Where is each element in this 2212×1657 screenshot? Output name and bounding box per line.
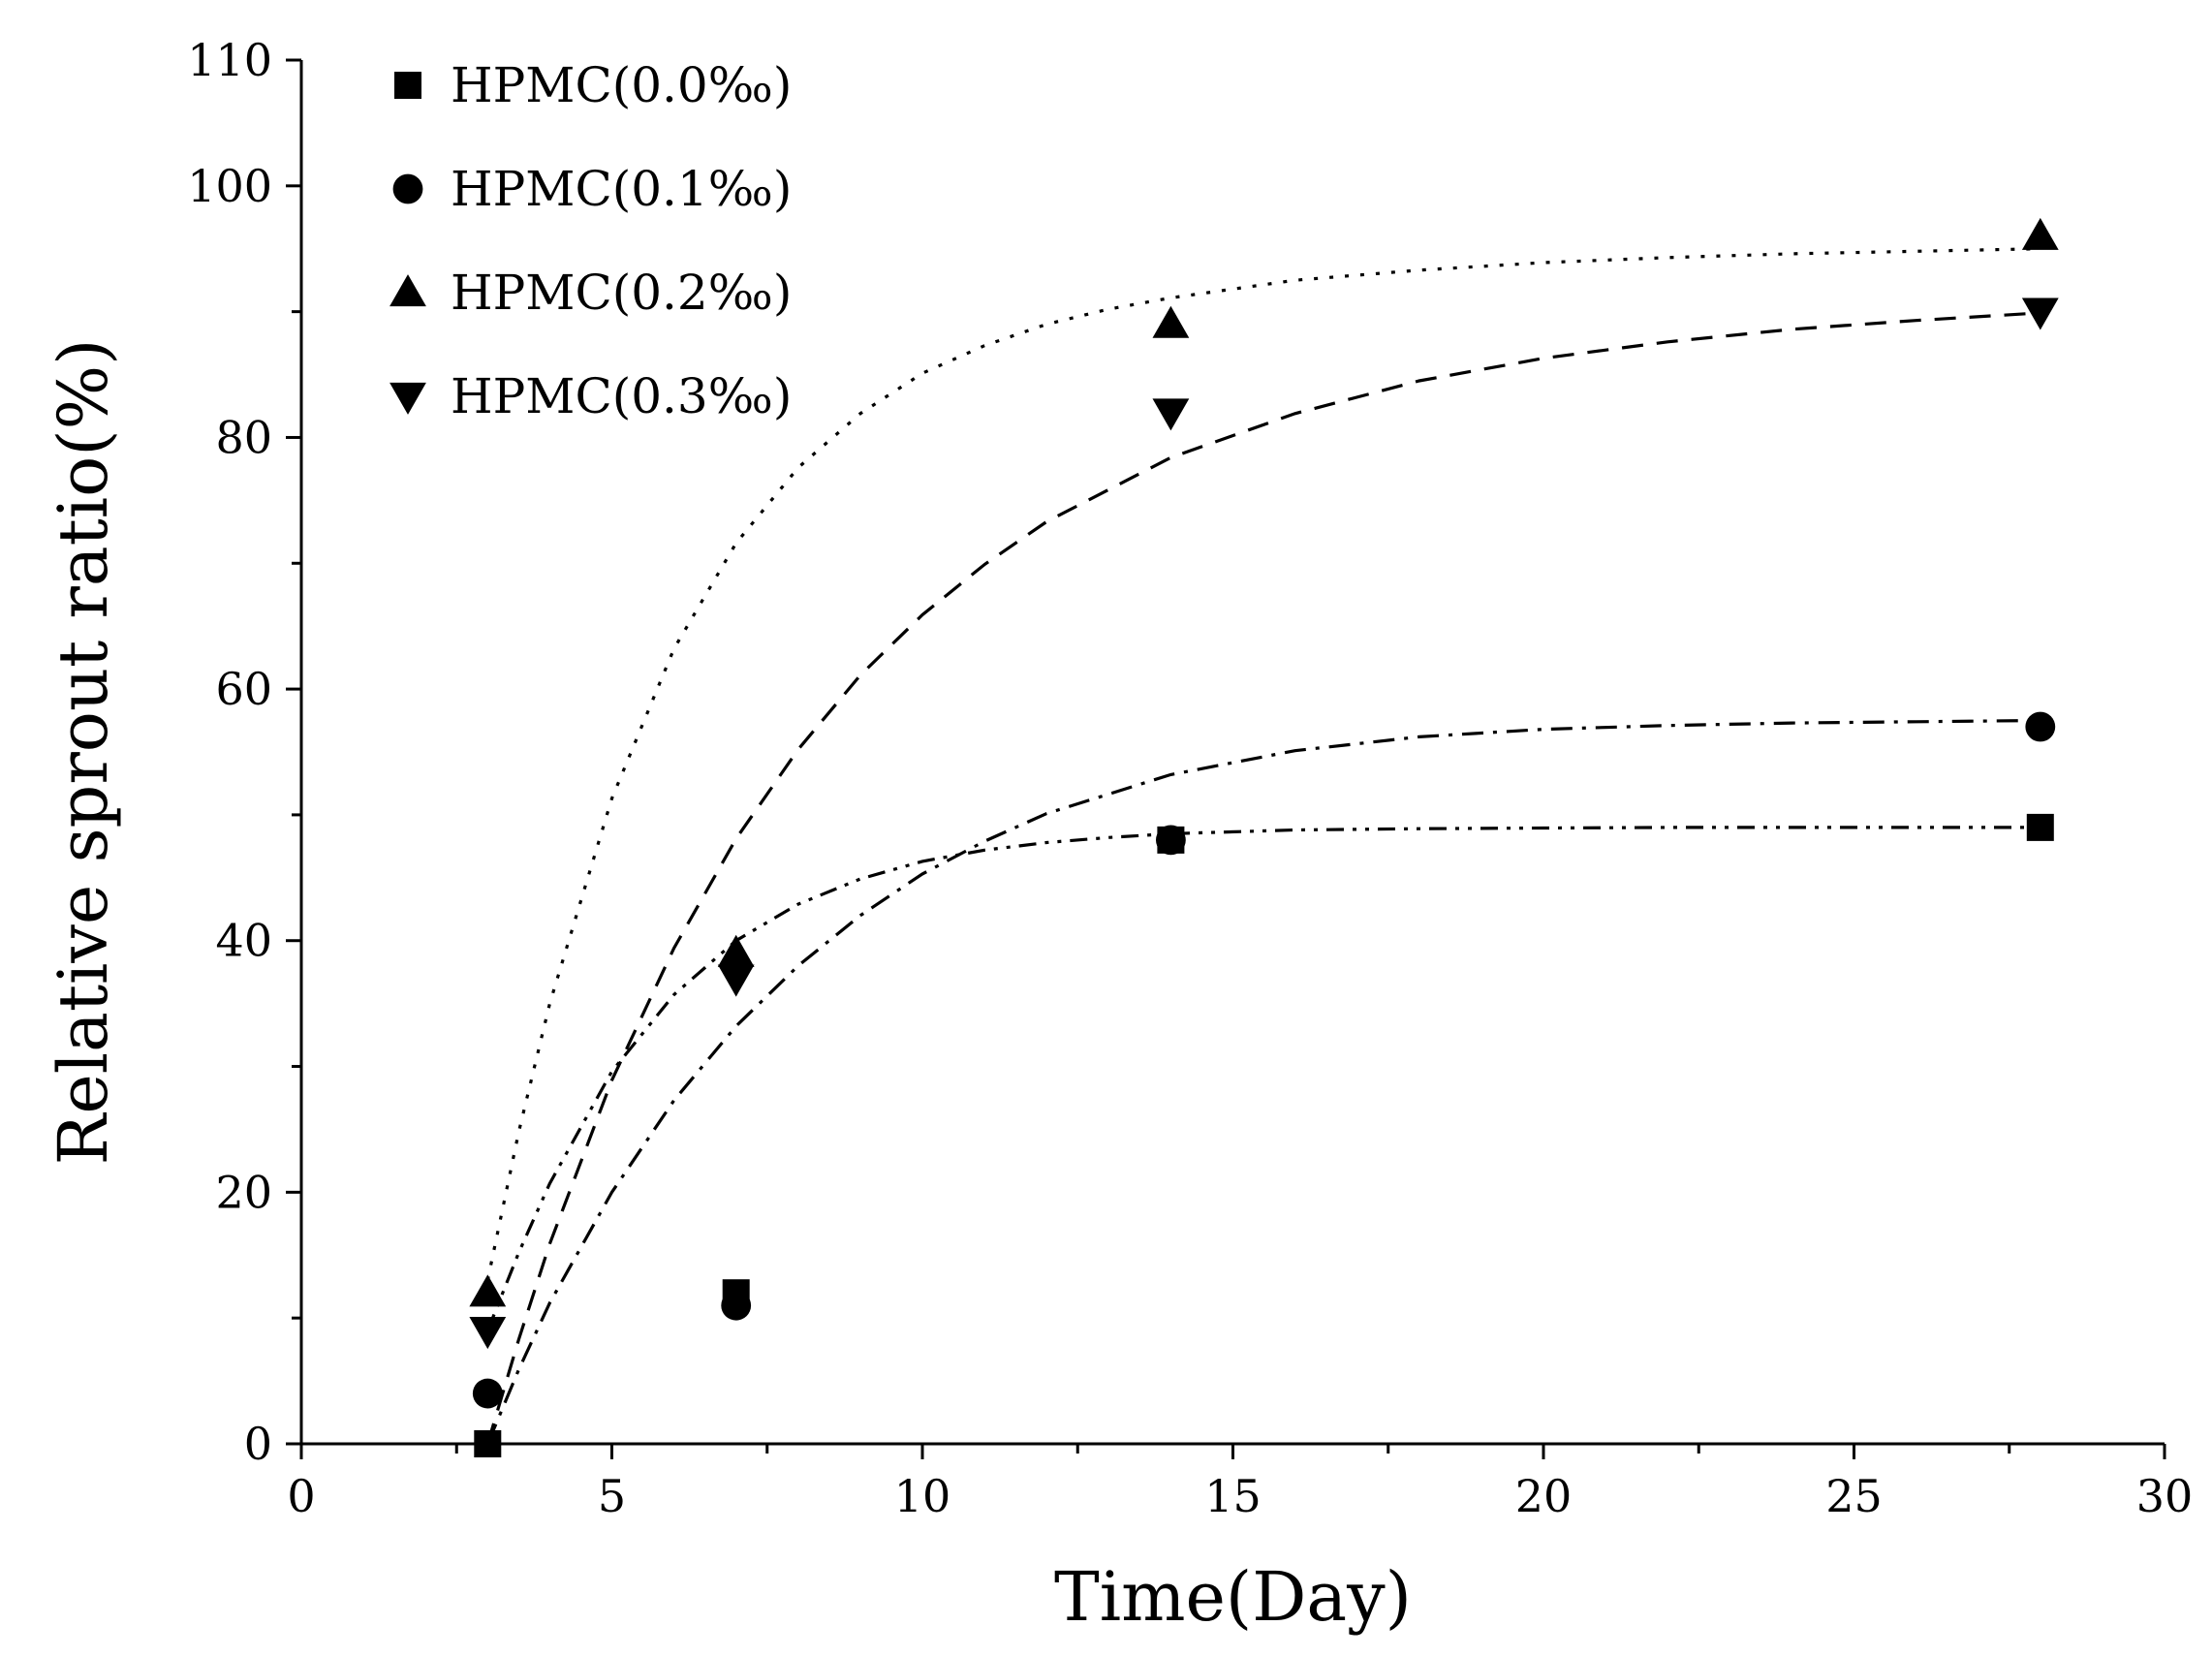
y-tick-label: 0 (244, 1418, 272, 1470)
y-tick-label: 60 (215, 663, 272, 715)
y-tick-label: 100 (187, 160, 272, 212)
x-tick-label: 0 (287, 1470, 315, 1522)
y-tick-label: 80 (215, 411, 272, 463)
legend-marker-triangle-up (389, 274, 426, 307)
data-point-circle (721, 1290, 752, 1321)
y-tick-label: 20 (215, 1166, 272, 1218)
legend-label: HPMC(0.3‰) (451, 368, 792, 424)
fit-curve-dash-dot (485, 718, 2041, 1445)
plot-area: 0 5 10 15 20 25 30 0 20 40 60 80 100 110 Time(Day) Rela… (44, 34, 2193, 1637)
data-point-circle (2025, 711, 2056, 742)
data-point-triangle-down (469, 1316, 507, 1350)
fit-curve-dashed (485, 311, 2041, 1445)
y-tick-label: 110 (187, 34, 272, 86)
data-point-triangle-down (2021, 297, 2059, 330)
legend-marker-triangle-down (389, 382, 426, 415)
x-tick-label: 5 (598, 1470, 626, 1522)
legend-label: HPMC(0.2‰) (451, 265, 792, 321)
data-point-square (2026, 813, 2054, 841)
y-axis-title: Relative sprout ratio(%) (44, 339, 123, 1166)
y-tick-label: 40 (215, 915, 272, 967)
x-tick-label: 30 (2136, 1470, 2194, 1522)
data-point-triangle-down (717, 964, 755, 997)
data-point-triangle-up (2021, 217, 2059, 250)
data-point-square (474, 1430, 502, 1457)
fit-curve-dash-dot-dot (485, 826, 2041, 1331)
data-point-circle (1156, 825, 1186, 856)
x-tick-label: 15 (1204, 1470, 1262, 1522)
legend-label: HPMC(0.0‰) (451, 57, 792, 113)
x-tick-label: 10 (894, 1470, 951, 1522)
data-point-circle (472, 1378, 503, 1409)
x-tick-label: 25 (1825, 1470, 1883, 1522)
legend-marker-circle (392, 173, 423, 204)
data-point-triangle-up (469, 1274, 507, 1307)
legend-label: HPMC(0.1‰) (451, 161, 792, 217)
data-point-triangle-up (717, 934, 755, 967)
legend-marker-square (394, 72, 421, 99)
x-axis-title: Time(Day) (1054, 1557, 1412, 1637)
data-point-triangle-down (1152, 398, 1190, 431)
x-tick-label: 20 (1515, 1470, 1573, 1522)
data-point-triangle-up (1152, 305, 1190, 338)
